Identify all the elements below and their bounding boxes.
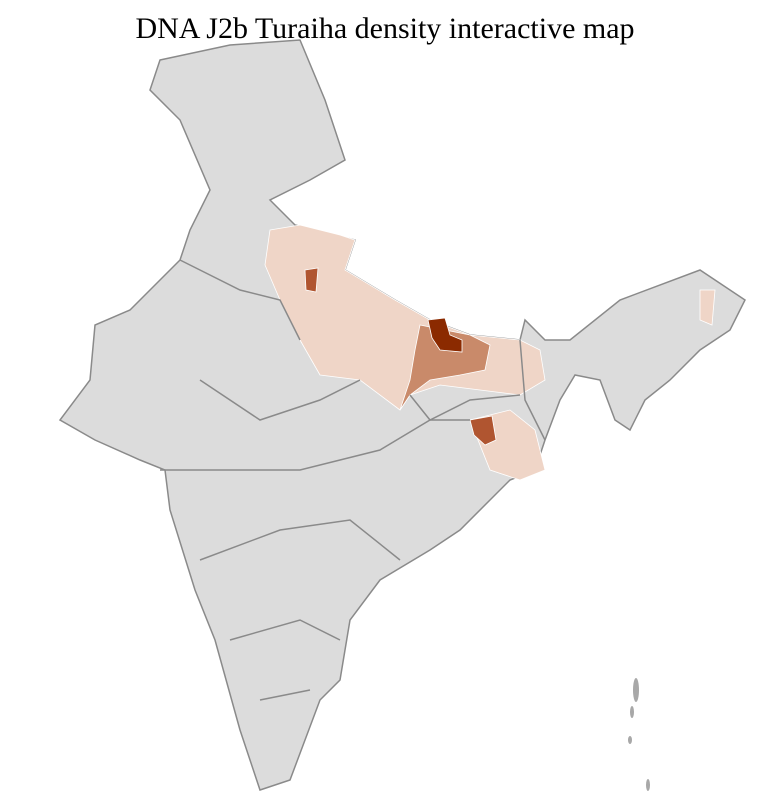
region-medium-density[interactable] bbox=[399, 324, 491, 411]
map-title: DNA J2b Turaiha density interactive map bbox=[135, 12, 635, 45]
region-high-density-2[interactable] bbox=[304, 267, 319, 293]
region-high-density-1[interactable] bbox=[469, 415, 497, 446]
india-outline[interactable] bbox=[58, 39, 746, 791]
state-borders bbox=[160, 259, 546, 701]
region-highest-density[interactable] bbox=[427, 317, 463, 353]
andaman-nicobar-islands[interactable] bbox=[628, 678, 650, 791]
region-low-density-northeast[interactable] bbox=[699, 289, 716, 326]
